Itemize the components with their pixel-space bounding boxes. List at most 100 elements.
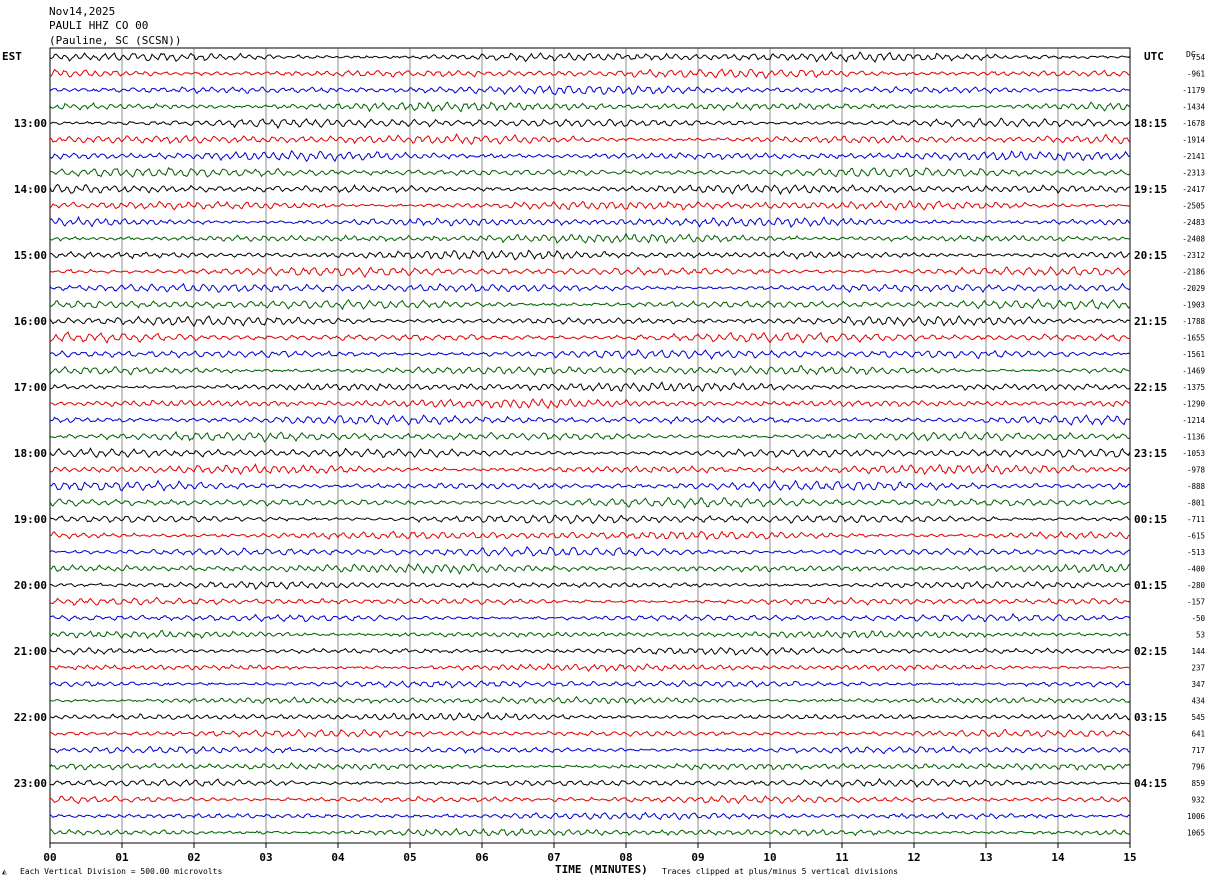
scale-mark-icon: ◭: [2, 867, 7, 876]
trace-row-26: [49, 479, 1131, 492]
trace-row-45: [49, 794, 1131, 805]
utc-time-label: 21:15: [1134, 315, 1167, 328]
trace-row-15: [49, 298, 1131, 311]
est-time-label: 21:00: [14, 645, 47, 658]
station-label: PAULI HHZ CO 00: [49, 19, 149, 32]
dc-offset-label: 754: [1191, 53, 1205, 62]
trace-row-37: [49, 663, 1130, 672]
clip-note: Traces clipped at plus/minus 5 vertical …: [662, 867, 899, 876]
dc-offset-label: 1065: [1187, 829, 1205, 838]
x-tick-label: 14: [1051, 851, 1065, 864]
est-time-label: 15:00: [14, 249, 47, 262]
dc-offset-label: -513: [1187, 548, 1205, 557]
x-tick-label: 07: [547, 851, 560, 864]
trace-row-32: [49, 580, 1131, 590]
trace-row-42: [49, 745, 1131, 755]
dc-offset-label: -400: [1187, 565, 1206, 574]
trace-row-22: [49, 414, 1131, 426]
x-tick-label: 11: [835, 851, 849, 864]
dc-offset-label: -2186: [1182, 268, 1205, 277]
trace-row-9: [49, 200, 1131, 211]
trace-row-25: [49, 463, 1131, 476]
utc-time-label: 22:15: [1134, 381, 1167, 394]
trace-row-29: [49, 530, 1131, 541]
dc-offset-label: 237: [1191, 664, 1205, 673]
utc-time-label: 02:15: [1134, 645, 1167, 658]
date-label: Nov14,2025: [49, 5, 116, 18]
trace-row-40: [49, 711, 1131, 721]
dc-offset-label: -157: [1187, 598, 1205, 607]
trace-row-38: [49, 680, 1131, 689]
x-tick-label: 01: [115, 851, 129, 864]
trace-row-1: [49, 68, 1131, 80]
dc-offset-label: -1136: [1182, 433, 1205, 442]
dc-offset-label: -978: [1187, 466, 1206, 475]
utc-time-label: 19:15: [1134, 183, 1167, 196]
est-time-label: 23:00: [14, 777, 47, 790]
utc-time-label: 03:15: [1134, 711, 1167, 724]
utc-time-label: 00:15: [1134, 513, 1167, 526]
trace-row-23: [49, 430, 1131, 443]
dc-offset-label: 1006: [1187, 812, 1206, 821]
dc-offset-label: -2312: [1182, 251, 1205, 260]
trace-row-11: [49, 232, 1131, 244]
trace-row-17: [49, 331, 1131, 344]
x-tick-label: 12: [907, 851, 920, 864]
dc-offset-label: -615: [1187, 532, 1205, 541]
x-tick-label: 09: [691, 851, 704, 864]
dc-offset-label: 641: [1191, 730, 1205, 739]
utc-time-label: 23:15: [1134, 447, 1167, 460]
dc-offset-label: -961: [1187, 70, 1205, 79]
dc-offset-label: -2417: [1182, 185, 1205, 194]
dc-offset-label: -50: [1191, 614, 1205, 623]
dc-offset-label: -1214: [1182, 416, 1205, 425]
trace-row-28: [49, 513, 1131, 525]
est-label: EST: [2, 50, 22, 63]
trace-row-31: [49, 563, 1131, 575]
dc-offset-label: -1375: [1182, 383, 1205, 392]
trace-row-10: [49, 215, 1131, 229]
dc-label: DC: [1186, 50, 1196, 59]
dc-offset-label: 545: [1191, 713, 1205, 722]
utc-time-label: 01:15: [1134, 579, 1167, 592]
dc-offset-label: -1434: [1182, 103, 1205, 112]
dc-offset-label: -1788: [1182, 317, 1205, 326]
trace-row-39: [49, 695, 1131, 705]
x-tick-label: 02: [187, 851, 200, 864]
trace-row-30: [49, 546, 1130, 557]
est-time-label: 14:00: [14, 183, 47, 196]
trace-row-33: [49, 596, 1131, 606]
utc-time-label: 20:15: [1134, 249, 1167, 262]
trace-row-44: [49, 777, 1131, 788]
trace-row-8: [49, 183, 1131, 196]
trace-row-0: [49, 51, 1131, 63]
est-time-label: 18:00: [14, 447, 47, 460]
dc-offset-label: -888: [1187, 482, 1206, 491]
dc-offset-label: -2029: [1182, 284, 1205, 293]
x-tick-label: 05: [403, 851, 416, 864]
x-tick-label: 13: [979, 851, 992, 864]
trace-row-27: [49, 496, 1131, 509]
dc-offset-label: 932: [1191, 796, 1205, 805]
trace-row-5: [49, 133, 1131, 146]
trace-row-46: [49, 811, 1131, 821]
dc-offset-label: -2313: [1182, 169, 1205, 178]
dc-offset-label: -1561: [1182, 350, 1205, 359]
dc-offset-label: 347: [1191, 680, 1205, 689]
utc-label: UTC: [1144, 50, 1164, 63]
trace-row-34: [50, 613, 1131, 623]
trace-row-2: [49, 85, 1131, 96]
dc-offset-label: -1179: [1182, 86, 1205, 95]
x-tick-label: 10: [763, 851, 776, 864]
trace-row-6: [49, 150, 1131, 163]
dc-offset-label: -1053: [1182, 449, 1205, 458]
location-label: (Pauline, SC (SCSN)): [49, 34, 182, 47]
est-time-label: 22:00: [14, 711, 47, 724]
trace-row-4: [49, 117, 1131, 130]
trace-row-19: [49, 365, 1131, 376]
trace-row-20: [49, 381, 1131, 393]
est-time-label: 17:00: [14, 381, 47, 394]
x-tick-label: 06: [475, 851, 489, 864]
dc-offset-label: -801: [1187, 499, 1205, 508]
